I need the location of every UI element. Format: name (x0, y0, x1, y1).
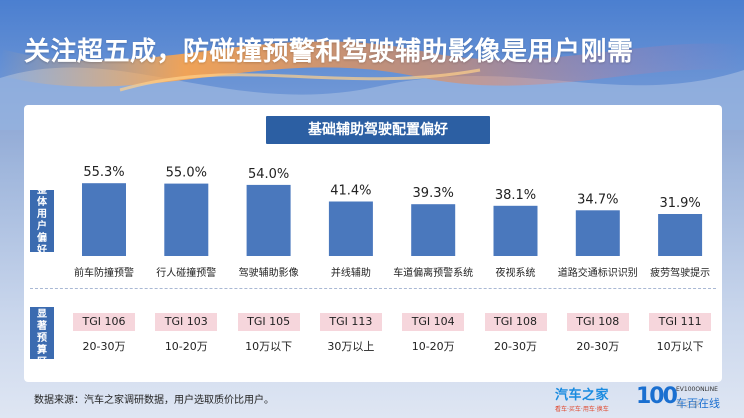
bar-5 (493, 205, 538, 256)
bar-2 (246, 184, 291, 256)
bar-7 (658, 214, 703, 256)
category-label-0: 前车防撞预警 (74, 268, 134, 279)
category-label-6: 道路交通标识识别 (557, 268, 638, 279)
tgi-badge-0: TGI 106 (73, 313, 135, 331)
price-range-2: 10万以下 (245, 340, 293, 353)
price-range-3: 30万以上 (327, 340, 375, 353)
price-range-7: 10万以下 (656, 340, 704, 353)
page-title: 关注超五成，防碰撞预警和驾驶辅助影像是用户刚需 (24, 37, 634, 67)
category-label-3: 并线辅助 (330, 268, 371, 279)
tgi-badge-2: TGI 105 (237, 313, 300, 331)
value-label-5: 38.1% (495, 188, 536, 203)
tgi-badge-6: TGI 108 (566, 313, 629, 331)
chebai-logo-name: 车百在线 (676, 397, 720, 410)
autohome-logo-slogan: 看车·买车·用车·换车 (555, 406, 609, 413)
bar-4 (411, 204, 456, 256)
price-range-5: 20-30万 (494, 340, 537, 353)
bar-0 (82, 183, 126, 256)
chebai-logo: 100 EV100ONLINE 车百在线 (636, 384, 742, 412)
value-label-4: 39.3% (413, 186, 454, 201)
tgi-badge-1: TGI 103 (155, 313, 218, 331)
autohome-logo: 汽车之家 看车·买车·用车·换车 (555, 384, 631, 413)
autohome-logo-name: 汽车之家 (555, 388, 610, 403)
section-divider (30, 288, 716, 289)
value-label-2: 54.0% (248, 167, 289, 182)
tgi-badge-7: TGI 111 (649, 313, 712, 331)
chebai-logo-en: EV100ONLINE (676, 386, 718, 393)
value-label-1: 55.0% (166, 166, 207, 181)
tgi-badge-5: TGI 108 (484, 313, 547, 331)
price-range-0: 20-30万 (82, 340, 126, 353)
tgi-badge-4: TGI 104 (402, 313, 465, 331)
tgi-badge-3: TGI 113 (319, 313, 382, 331)
price-range-1: 10-20万 (164, 340, 208, 353)
category-label-7: 疲劳驾驶提示 (650, 268, 711, 279)
price-range-4: 10-20万 (411, 340, 455, 353)
bar-1 (164, 183, 209, 256)
category-label-1: 行人碰撞预警 (156, 268, 217, 279)
value-label-0: 55.3% (83, 165, 124, 180)
value-label-7: 31.9% (659, 196, 700, 211)
row-label-overall: 整体用户偏好 (30, 185, 54, 256)
value-label-6: 34.7% (577, 192, 618, 207)
row-label-budget: 偏好显著预算区间 (30, 285, 54, 380)
watermark: 车之家 (676, 400, 700, 409)
category-label-5: 夜视系统 (495, 268, 536, 279)
price-range-6: 20-30万 (576, 340, 620, 353)
chart-title: 基础辅助驾驶配置偏好 (266, 116, 490, 144)
category-label-4: 车道偏离预警系统 (393, 268, 474, 279)
chebai-logo-mark: 100 (636, 384, 678, 409)
bar-6 (575, 210, 620, 256)
category-label-2: 驾驶辅助影像 (238, 268, 299, 279)
value-label-3: 41.4% (330, 184, 371, 199)
bar-3 (328, 201, 373, 256)
source-note: 数据来源：汽车之家调研数据，用户选取质价比用户。 (34, 395, 274, 406)
